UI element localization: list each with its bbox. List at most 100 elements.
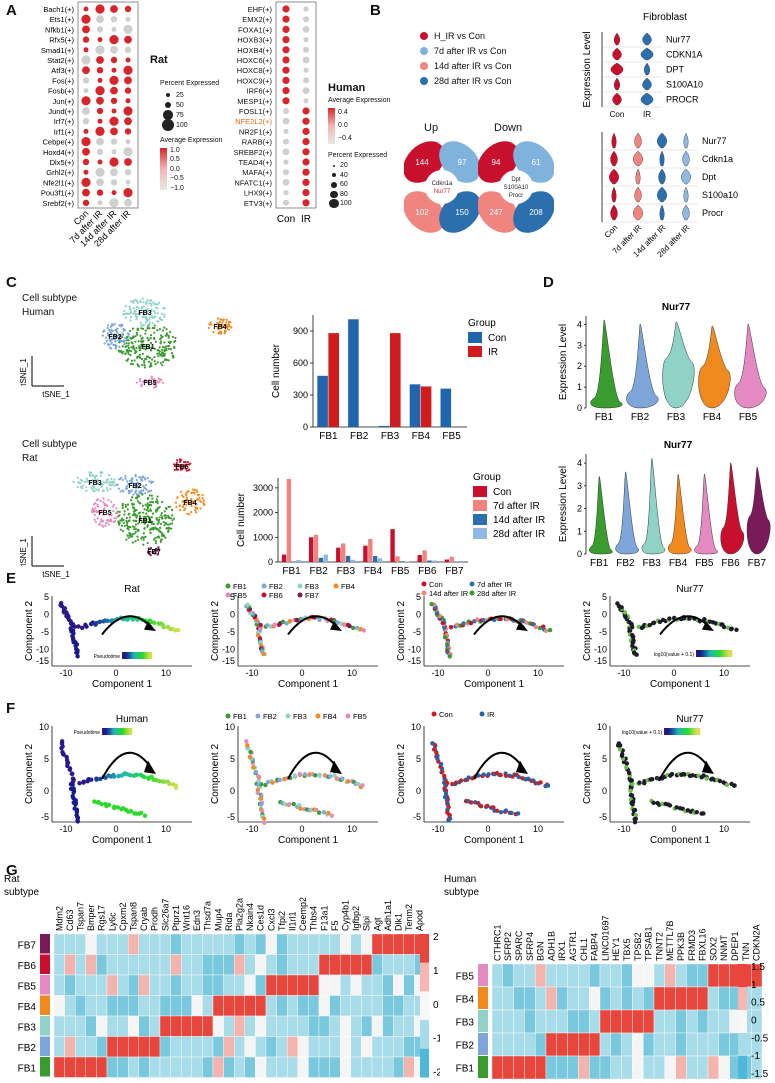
tsne-point (153, 347, 156, 350)
tsne-point (129, 319, 132, 322)
traj-y-label: Component 2 (396, 601, 407, 661)
traj-point (446, 818, 451, 823)
heatmap-cell (361, 1015, 373, 1037)
pseudotime-colorbar (102, 728, 104, 735)
heatmap-cell (265, 995, 277, 1017)
log-value-colorbar (678, 728, 680, 735)
heatmap-cell (53, 1015, 65, 1037)
heatmap-cell (642, 1032, 655, 1057)
tsne-point (108, 346, 112, 349)
traj-point (329, 813, 334, 818)
tsne-point (147, 382, 150, 385)
traj-point (321, 810, 327, 815)
tsne-point (127, 536, 130, 539)
tsne-point (143, 364, 146, 367)
traj-point (687, 616, 692, 621)
bar (296, 560, 301, 562)
human-dot (283, 169, 289, 176)
rat-dot (82, 147, 90, 156)
heatmap-cell (64, 1056, 76, 1078)
heatmap-cell (545, 1009, 558, 1034)
tsne-point (110, 341, 113, 344)
tsne-point (119, 340, 122, 343)
tsne-cluster-label: FB1 (141, 344, 154, 351)
traj-point (244, 739, 249, 744)
heatmap-cell (117, 1036, 129, 1058)
traj-point (58, 600, 64, 606)
heatmap-cell (371, 954, 383, 976)
human-gene-label: IRF6(+) (246, 87, 272, 96)
violin-title: Fibroblast (643, 12, 687, 23)
traj-point (70, 776, 76, 781)
tsne-point (150, 308, 153, 311)
heatmap-cell (697, 1009, 709, 1034)
violin-shape (589, 476, 613, 555)
traj-point (615, 601, 620, 606)
heatmap-scale-bar (420, 1020, 429, 1049)
violin-gene-label: PROCR (666, 95, 699, 105)
heatmap-cell (599, 1009, 612, 1034)
tsne-point (121, 478, 124, 482)
traj-point (438, 761, 444, 767)
traj-point (647, 622, 652, 628)
traj-point (73, 802, 78, 807)
tsne-point (91, 511, 94, 514)
venn-down-title: Down (494, 122, 523, 134)
heatmap-row-color (40, 1016, 50, 1036)
rat-dot (82, 77, 90, 84)
tsne-point (131, 477, 134, 480)
venn-legend-item: H_IR vs Con (420, 28, 580, 43)
tsne-point (96, 489, 99, 492)
tsne-point (193, 509, 197, 512)
heatmap-cell (212, 933, 224, 955)
heatmap-cell (180, 1015, 192, 1037)
rat-dot (95, 167, 105, 177)
tsne-point (113, 338, 116, 341)
bar (308, 537, 314, 562)
human-gene-label: SREBF2(+) (233, 148, 272, 157)
rat-avg-tick: 1.0 (170, 147, 180, 154)
heatmap-cell (255, 1056, 267, 1078)
tsne-point (100, 510, 104, 514)
heatmap-cell (127, 1056, 139, 1078)
tsne-point (121, 345, 124, 348)
traj-y-label: Component 2 (24, 744, 35, 804)
tsne-point (101, 519, 105, 523)
traj-x-tick: 10 (161, 668, 171, 678)
tsne-point (149, 333, 153, 337)
tsne-point (138, 347, 141, 350)
tsne-point (94, 520, 97, 523)
human-dot (283, 199, 289, 206)
tsne-point (199, 507, 202, 510)
tsne-point (228, 325, 231, 328)
tsne-point (148, 321, 152, 324)
heatmap-cell (361, 995, 373, 1017)
tsne-point (124, 475, 127, 478)
tsne-cluster-label: FB6 (175, 464, 188, 471)
rat-dot (97, 200, 103, 206)
heatmap-cell (513, 1009, 525, 1034)
traj-point (717, 778, 723, 784)
tsne-point (132, 519, 135, 522)
heatmap-cell (159, 995, 171, 1017)
rat-gene-label: Pou3f1(+) (41, 189, 75, 198)
traj-point (151, 620, 157, 626)
rat-dot (96, 189, 104, 196)
heatmap-cell (297, 1056, 309, 1078)
tsne-point (123, 513, 126, 516)
tsne-point (88, 473, 92, 476)
pseudotime-colorbar (131, 652, 133, 659)
heatmap-cell (329, 1015, 341, 1037)
heatmap-cell (170, 974, 182, 996)
tsne-point (188, 468, 191, 471)
tsne-point (131, 362, 134, 366)
heatmap-cell (534, 986, 547, 1011)
log-value-colorbar (664, 728, 666, 735)
violin-shape (734, 324, 767, 409)
pseudotime-colorbar (139, 652, 141, 659)
human-group-label: IR (301, 214, 311, 225)
traj-point (176, 627, 181, 633)
pseudotime-colorbar (123, 728, 125, 735)
violin-x-label: FB3 (643, 558, 662, 569)
venn-count: 94 (492, 158, 501, 167)
